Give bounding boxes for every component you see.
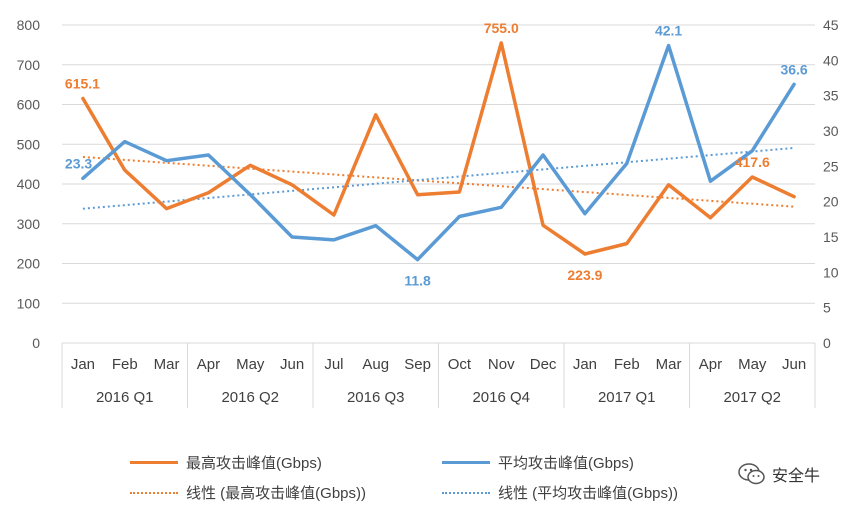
data-label: 42.1 xyxy=(655,22,682,38)
y-right-tick-label: 20 xyxy=(823,194,839,210)
series-line xyxy=(81,41,796,256)
legend-item-max-peak: 最高攻击峰值(Gbps) xyxy=(130,452,322,473)
legend-swatch-avg-peak xyxy=(442,461,490,464)
x-tick-label-quarter: 2016 Q3 xyxy=(347,389,405,406)
data-label: 417.6 xyxy=(735,154,770,170)
legend-item-avg-trend: 线性 (平均攻击峰值(Gbps)) xyxy=(442,482,678,503)
x-tick-label-quarter: 2016 Q1 xyxy=(96,389,154,406)
y-right-tick-label: 15 xyxy=(823,229,839,245)
x-tick-label-month: Jan xyxy=(573,356,597,373)
data-label: 11.8 xyxy=(404,273,431,289)
wechat-icon xyxy=(738,463,766,485)
x-tick-label-month: May xyxy=(236,356,265,373)
x-tick-label-month: Aug xyxy=(362,356,389,373)
y-left-tick-label: 400 xyxy=(17,176,41,192)
trendline xyxy=(82,155,795,208)
x-tick-label-month: Jul xyxy=(324,356,343,373)
legend-item-avg-peak: 平均攻击峰值(Gbps) xyxy=(442,452,634,473)
legend-label-max-trend: 线性 (最高攻击峰值(Gbps)) xyxy=(186,485,367,502)
watermark: 安全牛 xyxy=(738,462,820,486)
legend-swatch-max-trend xyxy=(130,491,178,494)
x-tick-label-month: May xyxy=(738,356,767,373)
watermark-text: 安全牛 xyxy=(772,468,821,485)
x-tick-label-quarter: 2017 Q2 xyxy=(723,389,781,406)
legend-item-max-trend: 线性 (最高攻击峰值(Gbps)) xyxy=(130,482,366,503)
x-tick-label-month: Mar xyxy=(656,356,682,373)
x-tick-label-quarter: 2017 Q1 xyxy=(598,389,656,406)
y-right-tick-label: 5 xyxy=(823,300,831,316)
series-line xyxy=(81,43,796,262)
data-label: 36.6 xyxy=(780,61,807,77)
legend-label-avg-trend: 线性 (平均攻击峰值(Gbps)) xyxy=(498,485,679,502)
data-label: 23.3 xyxy=(65,155,92,171)
y-right-tick-label: 35 xyxy=(823,88,839,104)
x-tick-label-month: Apr xyxy=(699,356,722,373)
y-left-tick-label: 300 xyxy=(17,216,41,232)
y-left-tick-label: 200 xyxy=(17,256,41,272)
data-label: 615.1 xyxy=(65,75,100,91)
y-right-tick-label: 10 xyxy=(823,264,839,280)
x-tick-label-month: Nov xyxy=(488,356,515,373)
y-left-tick-label: 0 xyxy=(32,335,40,351)
y-right-tick-label: 45 xyxy=(823,17,839,33)
y-left-tick-label: 100 xyxy=(17,295,41,311)
legend-swatch-max-peak xyxy=(130,461,178,464)
legend-swatch-avg-trend xyxy=(442,491,490,494)
x-tick-label-month: Feb xyxy=(614,356,640,373)
data-label: 755.0 xyxy=(484,20,519,36)
x-tick-label-month: Feb xyxy=(112,356,138,373)
y-right-tick-label: 30 xyxy=(823,123,839,139)
chart: 0 100 200 300 400 500 600 700 800 0 5 10 15 20 25 30 35 4… xyxy=(17,17,839,408)
x-tick-label-month: Mar xyxy=(154,356,180,373)
x-tick-label-quarter: 2016 Q2 xyxy=(221,389,279,406)
y-left-tick-label: 500 xyxy=(17,136,41,152)
y-left-tick-label: 700 xyxy=(17,57,41,73)
x-tick-label-month: Jan xyxy=(71,356,95,373)
x-tick-label-month: Jun xyxy=(280,356,304,373)
y-left-tick-label: 600 xyxy=(17,97,41,113)
x-tick-label-month: Jun xyxy=(782,356,806,373)
x-tick-label-quarter: 2016 Q4 xyxy=(472,389,530,406)
trendline xyxy=(82,146,795,210)
x-tick-label-month: Oct xyxy=(448,356,472,373)
data-label: 223.9 xyxy=(567,267,602,283)
y-right-tick-label: 0 xyxy=(823,335,831,351)
y-right-tick-label: 40 xyxy=(823,52,839,68)
legend-label-avg-peak: 平均攻击峰值(Gbps) xyxy=(498,455,634,472)
legend: 最高攻击峰值(Gbps) 平均攻击峰值(Gbps) 线性 (最高攻击峰值(Gbp… xyxy=(0,446,865,506)
y-left-tick-label: 800 xyxy=(17,17,41,33)
y-right-tick-label: 25 xyxy=(823,158,839,174)
x-tick-label-month: Dec xyxy=(530,356,557,373)
legend-label-max-peak: 最高攻击峰值(Gbps) xyxy=(186,455,322,472)
x-tick-label-month: Sep xyxy=(404,356,431,373)
x-tick-label-month: Apr xyxy=(197,356,220,373)
